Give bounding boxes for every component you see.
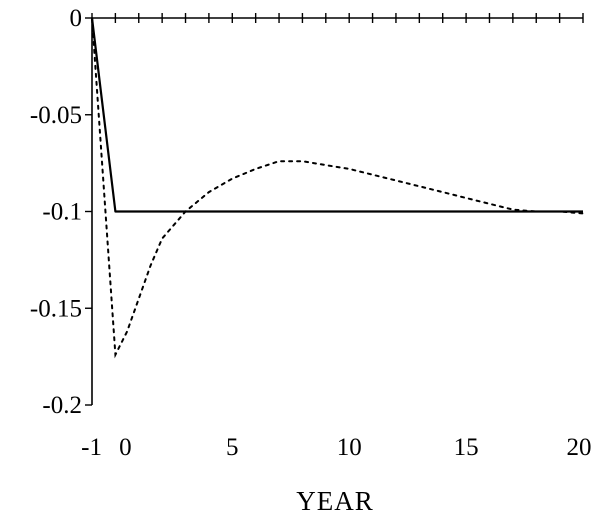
y-axis-ticks bbox=[85, 17, 92, 406]
x-tick-label: 5 bbox=[226, 434, 239, 461]
series-line-solid bbox=[90, 17, 583, 213]
y-tick-label: -0.2 bbox=[42, 392, 82, 419]
x-axis-title: YEAR bbox=[296, 486, 374, 516]
x-tick-label: -1 bbox=[81, 434, 102, 461]
x-tick-label: 10 bbox=[337, 434, 362, 461]
tick-labels: 0 -0.05 -0.1 -0.15 -0.2 -1 0 5 10 15 20 bbox=[30, 5, 592, 461]
y-tick-label: -0.05 bbox=[30, 102, 82, 129]
series-layer bbox=[90, 17, 584, 359]
series-line-dotted bbox=[91, 17, 584, 359]
axes bbox=[85, 13, 584, 406]
x-axis-ticks bbox=[91, 13, 584, 23]
y-tick-label: 0 bbox=[70, 5, 83, 32]
x-tick-label: 20 bbox=[567, 434, 592, 461]
y-tick-label: -0.15 bbox=[30, 295, 82, 322]
x-tick-label: 15 bbox=[454, 434, 479, 461]
x-tick-label: 0 bbox=[119, 434, 132, 461]
y-tick-label: -0.1 bbox=[42, 199, 82, 226]
